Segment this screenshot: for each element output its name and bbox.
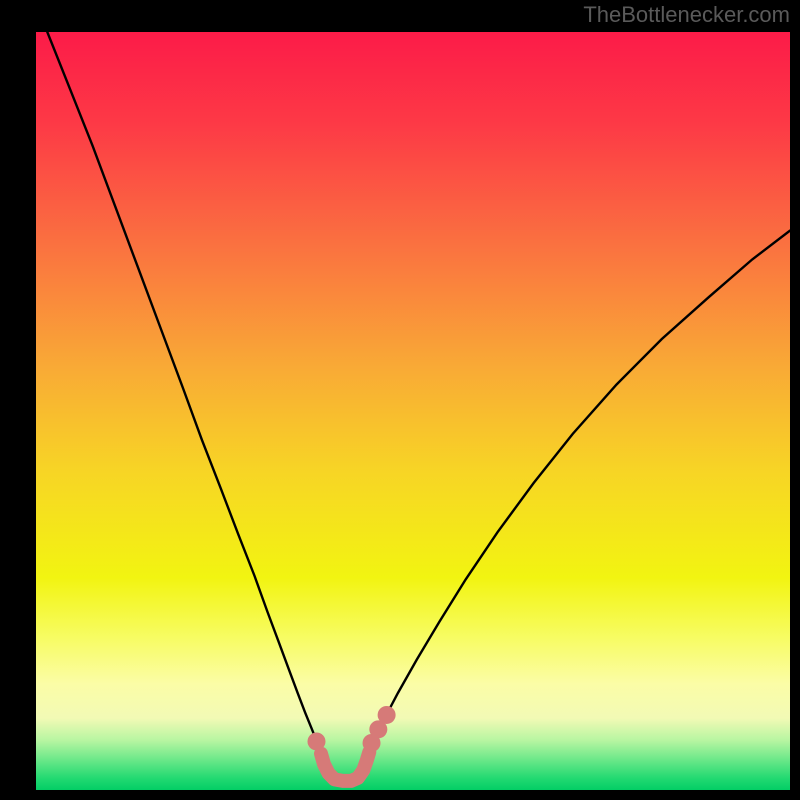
chart-frame: TheBottlenecker.com [0,0,800,800]
plot-area [36,32,790,790]
watermark-link[interactable]: TheBottlenecker.com [583,2,790,28]
bottleneck-curve-chart [36,32,790,790]
optimal-dot [378,706,396,724]
heatmap-gradient-background [36,32,790,790]
optimal-dot [307,732,325,750]
